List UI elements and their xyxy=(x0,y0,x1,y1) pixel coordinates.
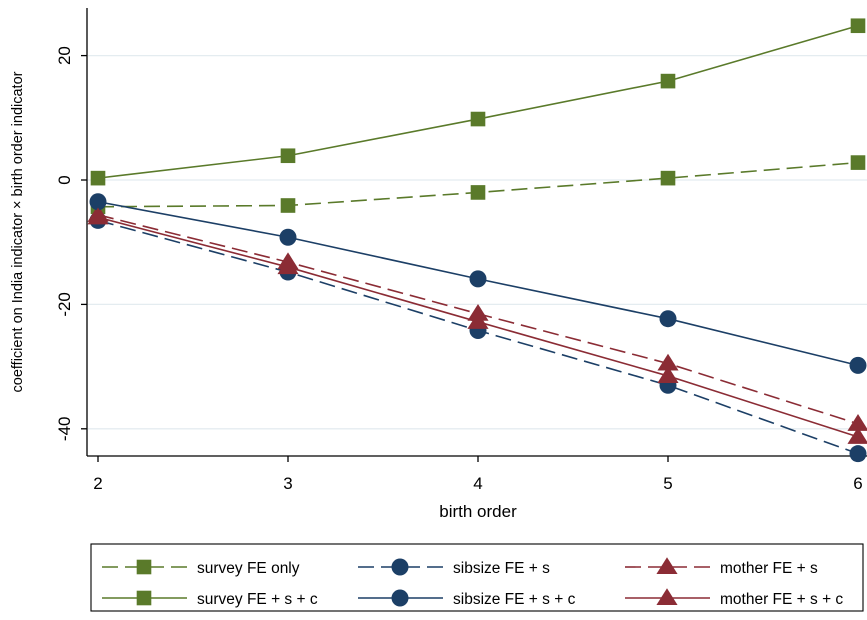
series-survey-fe-only xyxy=(90,155,866,215)
series-lines xyxy=(87,18,867,463)
y-tick-label: -20 xyxy=(55,292,74,317)
data-point xyxy=(847,427,867,444)
gridlines xyxy=(88,54,867,430)
data-point xyxy=(280,148,296,164)
data-point xyxy=(279,228,297,246)
series-line xyxy=(97,161,859,208)
legend-entry: sibsize FE + s xyxy=(358,558,550,577)
data-point xyxy=(467,312,489,329)
legend-label: mother FE + s + c xyxy=(720,591,843,608)
data-point xyxy=(90,170,106,186)
legend-label: survey FE only xyxy=(197,560,300,577)
y-tick-label: -40 xyxy=(55,417,74,442)
data-point xyxy=(660,170,676,186)
legend-entry: survey FE + s + c xyxy=(102,590,318,608)
legend-label: survey FE + s + c xyxy=(197,591,318,608)
data-point xyxy=(280,198,296,213)
data-point xyxy=(89,193,107,211)
data-point xyxy=(470,185,486,200)
data-point xyxy=(847,414,867,431)
data-point xyxy=(849,445,867,463)
data-point xyxy=(659,310,677,328)
y-tick-label: 0 xyxy=(55,175,74,184)
legend-marker xyxy=(656,588,678,606)
legend-box xyxy=(90,543,864,612)
legend-marker xyxy=(391,558,409,576)
legend-entry: mother FE + s xyxy=(625,557,818,577)
x-tick-label: 2 xyxy=(93,474,102,493)
series-line xyxy=(97,24,859,179)
legend-entry: sibsize FE + s + c xyxy=(358,589,576,608)
x-tick-label: 5 xyxy=(663,474,672,493)
data-point xyxy=(469,270,487,288)
legend-label: mother FE + s xyxy=(720,560,818,577)
legend-label: sibsize FE + s + c xyxy=(453,591,576,608)
x-tick-label: 6 xyxy=(853,474,862,493)
data-point xyxy=(850,155,866,170)
data-point xyxy=(470,111,486,127)
data-point xyxy=(657,353,679,371)
axes: -40 -20 0 20 2 3 4 5 6 birth order coefficient on … xyxy=(10,8,867,521)
y-tick-label: 20 xyxy=(55,46,74,65)
legend-marker xyxy=(391,589,409,607)
legend: survey FE only sibsize FE + s mother FE + … xyxy=(90,543,864,612)
data-point xyxy=(850,18,866,34)
x-tick-label: 3 xyxy=(283,474,292,493)
data-point xyxy=(849,356,867,374)
legend-entry: mother FE + s + c xyxy=(625,588,843,608)
x-axis-title: birth order xyxy=(439,502,517,521)
legend-entry: survey FE only xyxy=(102,559,300,577)
legend-marker xyxy=(136,559,152,575)
y-axis-title: coefficient on India indicator × birth o… xyxy=(10,71,26,392)
data-point xyxy=(87,207,109,225)
series-sibsize-fe-s-c xyxy=(89,193,867,374)
series-survey-fe-s-c xyxy=(90,18,866,186)
legend-marker xyxy=(136,590,152,606)
legend-marker xyxy=(656,557,678,575)
x-tick-label: 4 xyxy=(473,474,482,493)
series-sibsize-fe-s xyxy=(89,211,867,463)
data-point xyxy=(657,366,679,383)
series-mother-fe-s-c xyxy=(87,207,867,444)
data-point xyxy=(277,257,299,275)
legend-label: sibsize FE + s xyxy=(453,560,550,577)
data-point xyxy=(660,73,676,89)
